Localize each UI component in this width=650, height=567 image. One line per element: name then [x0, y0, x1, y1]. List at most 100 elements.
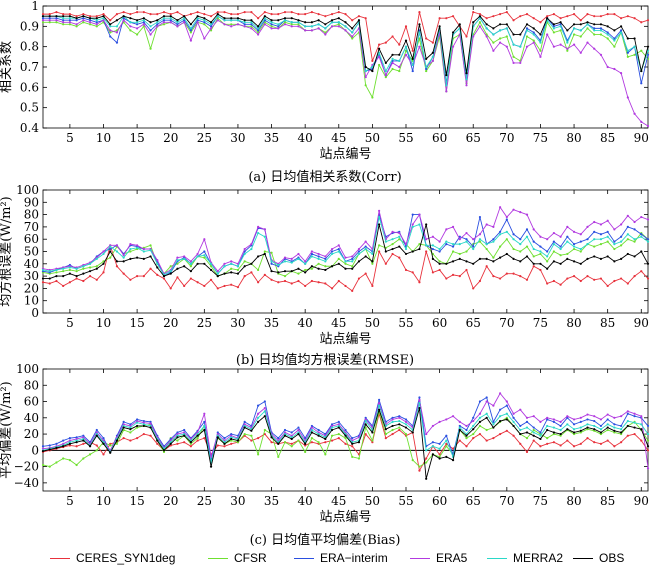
data-point-merra2: [223, 19, 226, 22]
x-tick-label: 55: [398, 131, 413, 145]
data-point-obs: [102, 442, 105, 445]
data-point-ceres-syn1deg: [620, 17, 623, 20]
data-point-era5: [236, 23, 240, 26]
data-point-ceres-syn1deg: [478, 279, 482, 283]
data-point-obs: [485, 416, 488, 419]
data-point-era5: [310, 250, 313, 253]
data-point-era5: [539, 55, 542, 58]
y-tick-label: −40: [14, 476, 39, 490]
data-point-era5: [55, 19, 58, 22]
data-point-obs: [115, 19, 119, 22]
data-point-era-interim: [75, 436, 78, 439]
data-point-era-interim: [223, 437, 226, 440]
data-point-merra2: [263, 235, 266, 238]
data-point-obs: [283, 270, 287, 273]
data-point-merra2: [559, 25, 562, 28]
data-point-ceres-syn1deg: [203, 284, 206, 288]
data-point-cfsr: [55, 271, 58, 274]
data-point-ceres-syn1deg: [243, 275, 246, 278]
data-point-cfsr: [129, 431, 132, 434]
data-point-merra2: [613, 243, 616, 246]
data-point-era-interim: [599, 27, 603, 30]
data-point-obs: [539, 262, 542, 265]
data-point-era5: [505, 400, 508, 403]
data-point-obs: [411, 431, 414, 434]
data-point-cfsr: [532, 39, 535, 42]
data-point-merra2: [404, 423, 408, 426]
data-point-era-interim: [579, 240, 582, 243]
data-point-era5: [640, 215, 643, 219]
data-point-era-interim: [566, 416, 569, 419]
data-point-era5: [136, 27, 139, 30]
data-point-obs: [324, 437, 327, 441]
data-point-merra2: [626, 233, 629, 236]
data-point-merra2: [512, 238, 515, 241]
data-point-ceres-syn1deg: [169, 13, 172, 16]
data-point-merra2: [136, 421, 139, 424]
data-point-era5: [230, 434, 233, 437]
data-point-era-interim: [445, 243, 448, 246]
data-point-merra2: [176, 21, 179, 24]
data-point-era-interim: [485, 396, 488, 399]
x-tick-label: 5: [66, 316, 74, 330]
data-point-era-interim: [572, 243, 576, 246]
data-point-era5: [324, 255, 327, 258]
data-point-obs: [196, 15, 199, 18]
data-point-ceres-syn1deg: [196, 439, 199, 442]
data-point-obs: [646, 262, 650, 265]
data-point-era-interim: [620, 29, 623, 32]
data-point-obs: [189, 270, 192, 273]
series-line-era5: [43, 19, 649, 127]
data-point-ceres-syn1deg: [559, 283, 562, 286]
data-point-era5: [351, 35, 354, 38]
data-point-obs: [48, 15, 51, 18]
data-point-obs: [337, 17, 340, 20]
data-point-era5: [176, 432, 179, 436]
data-point-merra2: [68, 266, 71, 269]
legend-swatch-merra2: [487, 558, 507, 560]
data-point-merra2: [216, 434, 219, 437]
data-point-era5: [404, 420, 408, 423]
data-point-ceres-syn1deg: [209, 278, 213, 281]
y-axis-label: 平均偏差(W/m²): [0, 381, 14, 478]
data-point-cfsr: [270, 251, 273, 254]
data-point-obs: [149, 21, 152, 24]
data-point-era-interim: [519, 424, 522, 428]
data-point-ceres-syn1deg: [102, 271, 105, 274]
data-point-obs: [304, 442, 307, 445]
data-point-obs: [606, 25, 609, 28]
chart-panel-c: −40 −20 0 20 40 60 80 100 5 10 15 20 25 30 35 40 45 50 55 6…: [0, 362, 650, 525]
data-point-era5: [640, 415, 643, 418]
data-point-merra2: [156, 21, 159, 24]
data-point-ceres-syn1deg: [189, 13, 192, 16]
data-point-era-interim: [425, 67, 428, 71]
data-point-era5: [391, 418, 394, 421]
data-point-era5: [478, 233, 482, 236]
data-point-merra2: [183, 17, 186, 20]
data-point-obs: [330, 19, 334, 22]
data-point-merra2: [109, 25, 112, 28]
data-point-obs: [55, 15, 58, 18]
data-point-cfsr: [169, 265, 172, 268]
data-point-ceres-syn1deg: [445, 277, 448, 280]
data-point-era-interim: [492, 238, 495, 241]
data-point-obs: [55, 275, 58, 278]
data-point-ceres-syn1deg: [176, 11, 179, 14]
data-point-obs: [626, 252, 629, 256]
data-point-ceres-syn1deg: [546, 15, 549, 18]
data-point-era5: [122, 19, 125, 22]
data-point-obs: [411, 57, 414, 60]
data-point-era-interim: [606, 418, 609, 421]
data-point-era5: [230, 260, 233, 263]
data-point-merra2: [620, 31, 623, 34]
data-point-obs: [438, 262, 441, 265]
data-point-obs: [243, 426, 246, 429]
data-point-obs: [122, 15, 125, 18]
data-point-era5: [283, 431, 287, 434]
data-point-obs: [425, 223, 428, 226]
data-point-era5: [438, 420, 441, 423]
data-point-merra2: [398, 235, 401, 238]
data-point-cfsr: [485, 247, 488, 251]
data-point-ceres-syn1deg: [82, 279, 85, 283]
data-point-cfsr: [593, 429, 596, 432]
